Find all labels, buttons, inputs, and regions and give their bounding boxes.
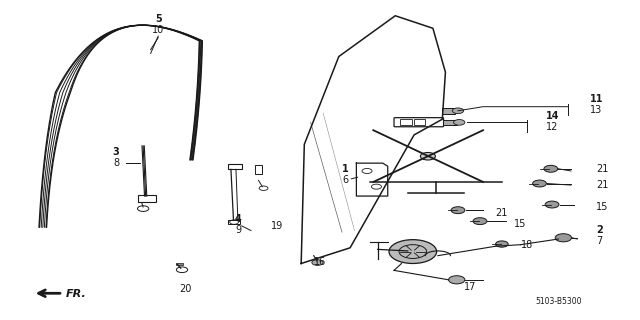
Text: 21: 21 (596, 180, 609, 190)
Text: 15: 15 (596, 202, 609, 212)
Text: 12: 12 (546, 122, 558, 132)
Circle shape (532, 180, 547, 187)
Bar (176, 263, 183, 265)
Text: 10: 10 (152, 25, 164, 35)
Circle shape (454, 120, 465, 125)
Text: 7: 7 (596, 236, 602, 246)
Text: 5103-B5300: 5103-B5300 (535, 297, 582, 306)
Text: 21: 21 (495, 208, 508, 218)
Text: 14: 14 (546, 111, 559, 121)
Text: 13: 13 (589, 105, 602, 115)
Bar (442, 108, 456, 114)
Text: 16: 16 (314, 257, 326, 267)
Text: 6: 6 (342, 175, 348, 185)
Circle shape (389, 240, 436, 263)
Circle shape (452, 108, 463, 114)
Bar (414, 119, 426, 125)
Circle shape (451, 207, 465, 214)
Circle shape (545, 201, 559, 208)
Text: 19: 19 (271, 220, 284, 230)
Text: 11: 11 (589, 93, 603, 104)
Bar (228, 220, 240, 224)
Circle shape (449, 276, 465, 284)
Bar (443, 120, 457, 125)
Bar (400, 119, 412, 125)
Text: 2: 2 (596, 225, 603, 235)
Text: 21: 21 (596, 164, 609, 174)
Circle shape (420, 152, 435, 160)
Text: 4: 4 (235, 214, 242, 224)
Text: 5: 5 (155, 13, 161, 24)
Circle shape (312, 260, 323, 265)
Circle shape (544, 165, 557, 172)
Text: 1: 1 (342, 164, 348, 174)
Text: 9: 9 (236, 225, 241, 235)
Text: 3: 3 (113, 147, 119, 157)
Bar (138, 196, 156, 202)
Text: 18: 18 (521, 240, 533, 250)
Bar (228, 164, 242, 169)
Text: 8: 8 (113, 158, 119, 168)
Bar (255, 165, 262, 174)
Text: 15: 15 (515, 219, 527, 229)
Circle shape (473, 218, 487, 225)
Circle shape (556, 234, 572, 242)
Text: 20: 20 (179, 284, 191, 294)
Circle shape (495, 241, 508, 247)
Text: 17: 17 (465, 282, 477, 292)
Text: FR.: FR. (66, 289, 87, 299)
